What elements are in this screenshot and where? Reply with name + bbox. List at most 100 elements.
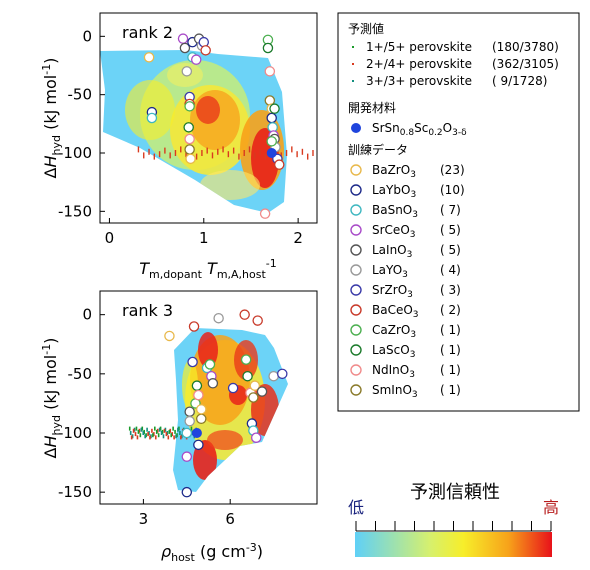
predicted-point	[177, 427, 179, 432]
training-point	[196, 413, 207, 425]
predicted-point	[264, 153, 267, 160]
predicted-point	[174, 150, 177, 156]
training-point	[190, 54, 202, 65]
predicted-point	[151, 428, 153, 433]
predicted-point	[154, 426, 156, 431]
predicted-point	[137, 146, 140, 153]
predicted-point	[150, 434, 152, 439]
legend-train-marker	[350, 304, 362, 316]
predicted-point	[157, 433, 160, 438]
x-tick-label: 3	[139, 510, 149, 528]
legend-train-title: 訓練データ	[348, 142, 408, 157]
confidence-heatmap-rank3	[173, 328, 288, 492]
legend-train-label: NdInO3( 1)	[372, 363, 461, 380]
developed-material-point	[191, 428, 202, 438]
predicted-point	[306, 153, 309, 160]
legend-pred-count: (362/3105)	[492, 57, 559, 71]
colorbar-low-label: 低	[348, 498, 364, 517]
legend-train-label: LaScO3( 1)	[372, 343, 461, 360]
axes-rank2	[99, 12, 318, 224]
predicted-point	[133, 427, 136, 432]
legend-pred-title: 予測値	[348, 21, 384, 36]
training-point	[239, 309, 250, 320]
training-point	[227, 382, 239, 394]
legend-train-label: LaYbO3 (10)	[372, 183, 465, 200]
legend-train-marker	[350, 284, 362, 296]
training-point	[252, 315, 263, 326]
predicted-point	[217, 148, 219, 155]
legend-train-label: LaYO3( 4)	[372, 263, 461, 280]
training-point	[196, 404, 207, 415]
training-point	[183, 122, 194, 133]
legend-pred-count: ( 9/1728)	[492, 74, 547, 88]
legend-train-marker	[350, 324, 362, 336]
x-tick-label: 1	[199, 229, 209, 247]
training-point	[277, 368, 288, 380]
ylabel-rank2: ΔHhyd (kJ mol-1)	[40, 58, 63, 179]
colorbar-ticks	[355, 521, 552, 532]
predicted-point	[165, 432, 168, 437]
predicted-point	[164, 147, 166, 154]
predicted-point	[169, 428, 172, 433]
predicted-point	[134, 432, 137, 437]
legend-train-marker	[350, 224, 362, 236]
predicted-point	[201, 150, 203, 156]
xlabel-rank2: Tm,dopant Tm,A,host-1	[139, 257, 277, 281]
training-point	[164, 330, 175, 342]
predicted-point	[143, 429, 145, 434]
training-point	[146, 112, 158, 124]
predicted-point	[143, 152, 145, 159]
training-point	[256, 386, 268, 397]
legend-train-label: BaSnO3( 7)	[372, 203, 461, 220]
legend-train-marker	[350, 344, 362, 356]
training-point	[264, 66, 276, 77]
training-point	[181, 486, 193, 498]
predicted-point	[138, 428, 141, 433]
predicted-point	[173, 435, 175, 440]
predicted-point	[211, 152, 214, 159]
predicted-point	[285, 150, 288, 156]
legend: 予測値 1+/5+ perovskite (180/3780) 2+/4+ perov…	[348, 21, 559, 400]
predicted-point	[169, 152, 171, 159]
training-point	[259, 208, 271, 219]
training-point	[250, 432, 262, 443]
training-point	[177, 33, 189, 44]
training-point	[266, 112, 277, 124]
predicted-point	[176, 433, 178, 438]
predicted-point	[195, 153, 198, 160]
predicted-point	[129, 431, 132, 435]
training-point	[240, 354, 252, 365]
y-tick-label: -100	[58, 424, 92, 442]
training-point	[184, 415, 195, 427]
training-point	[248, 392, 259, 403]
training-point	[181, 451, 193, 462]
predicted-point	[190, 426, 193, 431]
x-tick-label: 0	[105, 229, 115, 247]
predicted-point	[156, 428, 159, 433]
training-point	[204, 359, 216, 370]
legend-train-marker	[350, 264, 362, 276]
predicted-point	[170, 433, 173, 438]
predicted-point	[238, 153, 240, 160]
training-point	[184, 406, 195, 417]
training-point	[268, 370, 279, 382]
predicted-point	[301, 148, 304, 155]
predicted-point	[132, 428, 135, 433]
legend-dev-label: SrSn0.8Sc0.2O3-δ	[372, 121, 467, 138]
predicted-point	[153, 432, 155, 437]
predicted-point	[130, 435, 133, 440]
points-rank2	[137, 33, 314, 219]
legend-pred-label: 2+/4+ perovskite	[366, 57, 472, 71]
predicted-point	[152, 433, 154, 438]
training-point	[188, 321, 200, 332]
y-tick-label: -100	[58, 144, 92, 162]
x-tick-label: 2	[293, 229, 303, 247]
predicted-point	[296, 151, 298, 158]
colorbar	[355, 532, 552, 557]
legend-train-marker	[350, 204, 362, 216]
training-point	[242, 370, 253, 382]
predicted-point	[164, 427, 167, 432]
training-point	[143, 52, 155, 63]
predicted-point	[168, 429, 171, 434]
training-point	[184, 133, 195, 145]
